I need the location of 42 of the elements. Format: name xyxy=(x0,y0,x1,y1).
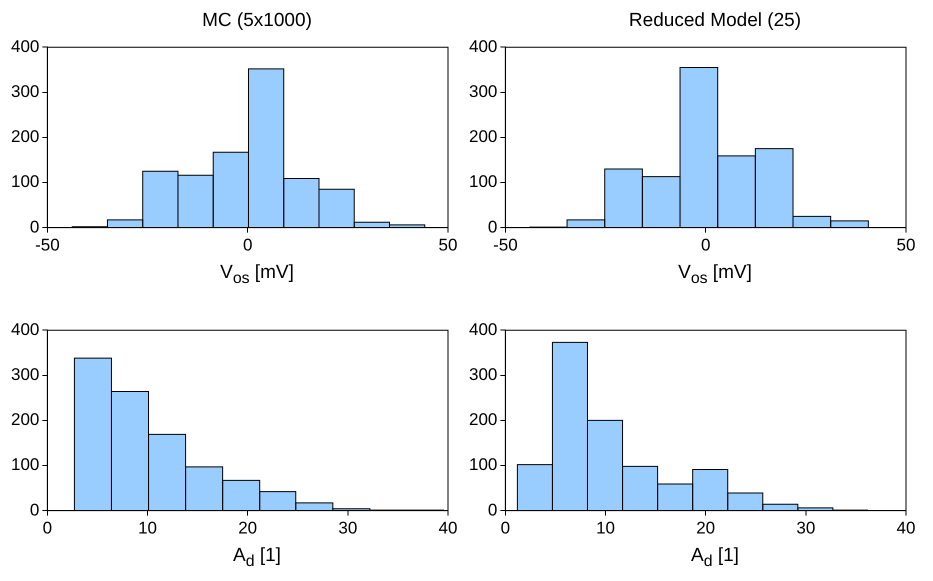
y-tick-label: 300 xyxy=(468,82,498,101)
x-tick-label: 10 xyxy=(138,518,157,538)
x-tick-label: 40 xyxy=(896,518,916,538)
x-tick-label: -50 xyxy=(493,235,518,254)
chart-title: MC (5x1000) xyxy=(202,9,312,33)
y-tick-label: 0 xyxy=(488,217,498,236)
x-tick-label: 50 xyxy=(438,235,458,254)
y-tick-label: 0 xyxy=(30,217,40,236)
y-tick-label: 0 xyxy=(488,500,498,520)
x-axis-title: V$_{os}$ [mV] xyxy=(220,261,294,289)
y-tick-label: 400 xyxy=(468,320,498,339)
y-tick-label: 300 xyxy=(10,364,40,384)
y-tick-label: 300 xyxy=(468,364,498,384)
y-tick-label: 100 xyxy=(468,455,498,474)
y-tick-label: 200 xyxy=(10,410,40,430)
x-axis-title: A$_{d}$ [1] xyxy=(233,544,281,572)
y-tick-label: 200 xyxy=(468,127,498,146)
y-tick-label: 300 xyxy=(10,82,40,101)
y-tick-label: 400 xyxy=(10,320,40,339)
x-tick-label: 0 xyxy=(42,518,52,538)
x-tick-label: 20 xyxy=(696,518,716,538)
x-tick-label: 0 xyxy=(500,518,510,538)
y-tick-label: 100 xyxy=(10,172,40,192)
y-tick-label: 200 xyxy=(10,127,40,146)
x-tick-label: 0 xyxy=(700,235,710,254)
y-tick-label: 100 xyxy=(10,455,40,474)
x-tick-label: 30 xyxy=(338,518,358,538)
x-tick-label: 40 xyxy=(438,518,458,538)
x-tick-label: 0 xyxy=(242,235,252,254)
x-tick-label: 20 xyxy=(238,518,258,538)
y-tick-label: 0 xyxy=(30,500,40,520)
y-tick-label: 200 xyxy=(468,410,498,430)
chart-title: Reduced Model (25) xyxy=(628,9,802,33)
x-axis-title: A$_{d}$ [1] xyxy=(691,544,739,572)
y-tick-label: 400 xyxy=(10,36,40,56)
x-axis-title: V$_{os}$ [mV] xyxy=(678,261,752,289)
x-tick-label: 10 xyxy=(596,518,615,538)
x-tick-label: 50 xyxy=(896,235,916,254)
x-tick-label: -50 xyxy=(35,235,60,254)
y-tick-label: 100 xyxy=(468,172,498,192)
x-tick-label: 30 xyxy=(796,518,816,538)
y-tick-label: 400 xyxy=(468,36,498,56)
